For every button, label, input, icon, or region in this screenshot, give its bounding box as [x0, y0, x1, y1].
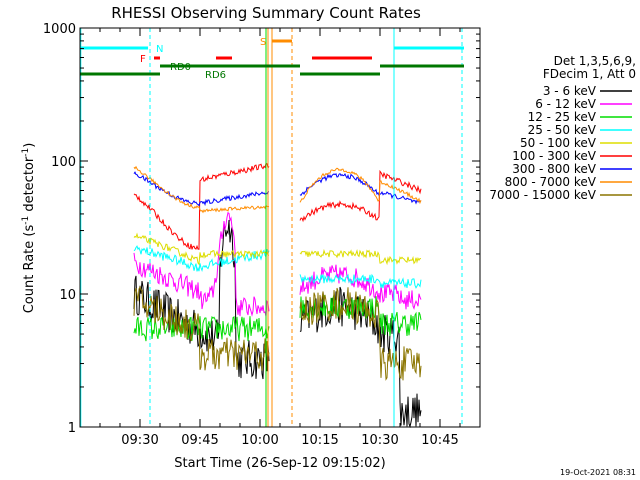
timestamp: 19-Oct-2021 08:31: [560, 468, 636, 477]
y-label-sup2: -1: [21, 148, 31, 157]
series-line-4: [133, 232, 422, 266]
saa-flag-label: S: [260, 37, 266, 48]
axes: 1 10 100 1000 09:30 09:45 10:00 10:15 10:30 10:45: [43, 22, 481, 448]
rd0-flag-label: RD0: [170, 62, 191, 73]
x-tick-label-5: 10:45: [421, 433, 458, 448]
legend-label-8: 7000 - 15000 keV: [489, 188, 596, 202]
y-label-end: ): [22, 143, 37, 148]
y-label-sup1: -1: [21, 216, 31, 225]
legend-label-7: 800 - 7000 keV: [505, 175, 597, 189]
x-tick-label-3: 10:15: [301, 433, 338, 448]
series-line-6: [133, 171, 422, 207]
legend-header-2: FDecim 1, Att 0: [543, 67, 636, 81]
y-axis-label: Count Rate (s-1 detector-1): [21, 143, 37, 314]
x-tick-label-0: 09:30: [121, 433, 158, 448]
legend-label-1: 6 - 12 keV: [535, 97, 597, 111]
legend-label-4: 50 - 100 keV: [520, 136, 597, 150]
series-line-2: [133, 294, 422, 342]
rd6-flag-label: RD6: [205, 70, 226, 81]
y-tick-label-1: 10: [59, 288, 76, 303]
x-tick-label-2: 10:00: [241, 433, 278, 448]
series-line-5: [133, 162, 422, 250]
x-tick-label-1: 09:45: [181, 433, 218, 448]
legend-label-2: 12 - 25 keV: [528, 110, 597, 124]
series-line-3: [133, 245, 422, 289]
series-line-8: [133, 285, 422, 381]
legend-label-6: 300 - 800 keV: [512, 162, 596, 176]
legend-header-1: Det 1,3,5,6,9,: [554, 54, 636, 68]
y-tick-label-2: 100: [51, 155, 76, 170]
y-label-main: Count Rate (s: [22, 225, 37, 314]
flare-flag-label: F: [140, 54, 146, 65]
plot-area: NF S RD0 RD6: [80, 28, 464, 429]
x-tick-label-4: 10:30: [361, 433, 398, 448]
legend-label-3: 25 - 50 keV: [528, 123, 597, 137]
night-flag-label: N: [156, 44, 163, 55]
y-tick-label-3: 1000: [43, 22, 76, 37]
chart-title: RHESSI Observing Summary Count Rates: [111, 4, 421, 22]
series-line-7: [133, 165, 422, 214]
x-axis-label: Start Time (26-Sep-12 09:15:02): [174, 456, 385, 471]
legend-label-0: 3 - 6 keV: [543, 84, 597, 98]
legend-label-5: 100 - 300 keV: [512, 149, 596, 163]
y-tick-label-0: 1: [68, 421, 76, 436]
legend: Det 1,3,5,6,9, FDecim 1, Att 0 3 - 6 keV…: [489, 54, 636, 202]
y-label-mid: detector: [22, 156, 37, 216]
